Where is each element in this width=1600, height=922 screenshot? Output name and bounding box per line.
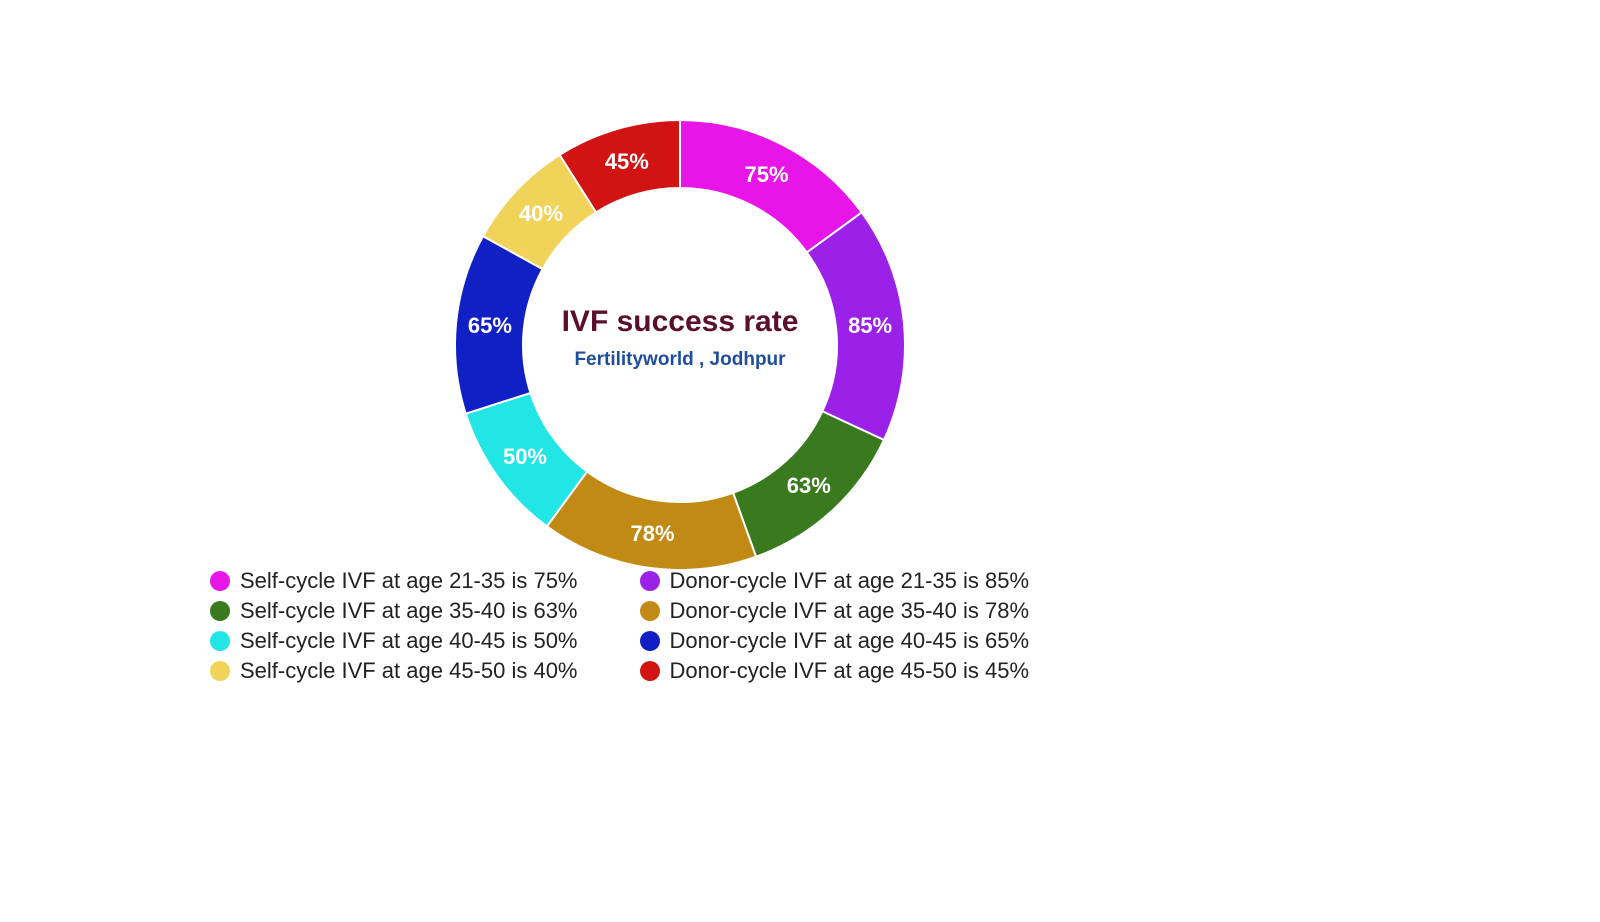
legend-item: Self-cycle IVF at age 21-35 is 75% — [210, 568, 600, 594]
slice-label: 40% — [519, 201, 563, 227]
legend-label: Donor-cycle IVF at age 40-45 is 65% — [670, 628, 1030, 654]
slice-label: 75% — [745, 162, 789, 188]
chart-container: IVF success rate Fertilityworld , Jodhpu… — [0, 0, 1600, 922]
slice-label: 65% — [468, 313, 512, 339]
legend-swatch — [640, 661, 660, 681]
legend-swatch — [210, 661, 230, 681]
legend-item: Self-cycle IVF at age 45-50 is 40% — [210, 658, 600, 684]
legend-label: Self-cycle IVF at age 21-35 is 75% — [240, 568, 578, 594]
legend-label: Self-cycle IVF at age 40-45 is 50% — [240, 628, 578, 654]
legend-item: Donor-cycle IVF at age 45-50 is 45% — [640, 658, 1030, 684]
legend-item: Self-cycle IVF at age 40-45 is 50% — [210, 628, 600, 654]
legend-label: Self-cycle IVF at age 35-40 is 63% — [240, 598, 578, 624]
legend-item: Donor-cycle IVF at age 21-35 is 85% — [640, 568, 1030, 594]
donut-chart — [445, 110, 915, 580]
legend: Self-cycle IVF at age 21-35 is 75% Donor-… — [210, 568, 1029, 684]
legend-label: Self-cycle IVF at age 45-50 is 40% — [240, 658, 578, 684]
legend-swatch — [210, 601, 230, 621]
legend-label: Donor-cycle IVF at age 35-40 is 78% — [670, 598, 1030, 624]
legend-item: Donor-cycle IVF at age 35-40 is 78% — [640, 598, 1030, 624]
slice-label: 63% — [787, 473, 831, 499]
slice-label: 45% — [605, 149, 649, 175]
slice-label: 78% — [631, 521, 675, 547]
legend-item: Self-cycle IVF at age 35-40 is 63% — [210, 598, 600, 624]
legend-swatch — [210, 631, 230, 651]
legend-item: Donor-cycle IVF at age 40-45 is 65% — [640, 628, 1030, 654]
slice-label: 85% — [848, 313, 892, 339]
legend-swatch — [640, 601, 660, 621]
legend-label: Donor-cycle IVF at age 21-35 is 85% — [670, 568, 1030, 594]
legend-swatch — [210, 571, 230, 591]
slice-label: 50% — [503, 444, 547, 470]
legend-label: Donor-cycle IVF at age 45-50 is 45% — [670, 658, 1030, 684]
legend-swatch — [640, 571, 660, 591]
legend-swatch — [640, 631, 660, 651]
